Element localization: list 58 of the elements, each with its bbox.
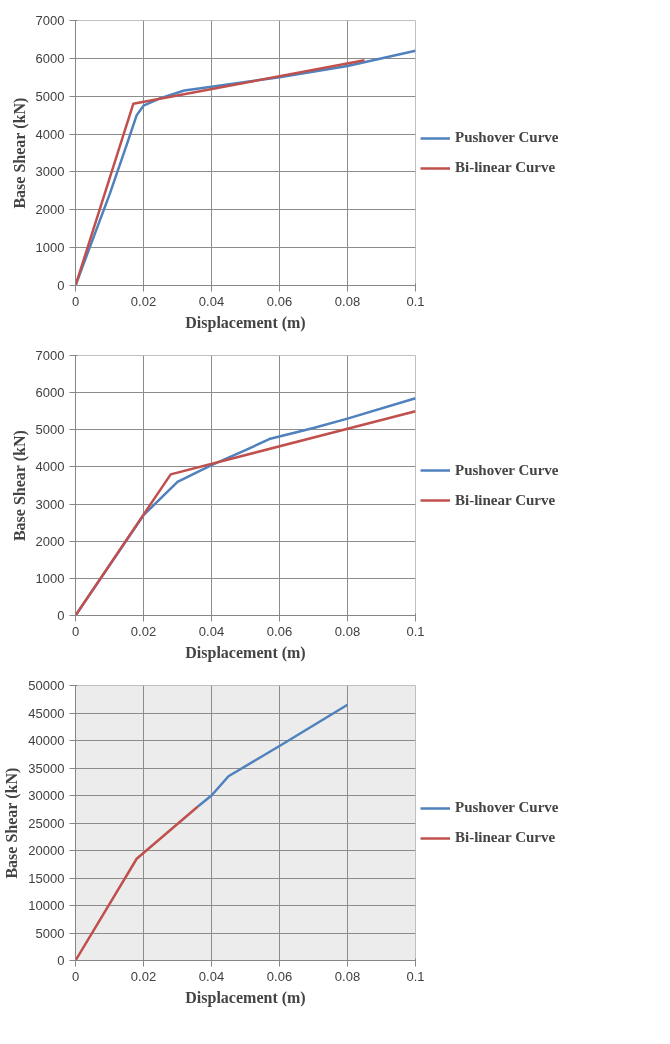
x-tick-label: 0.08 xyxy=(334,623,361,639)
x-tick-label: 0.02 xyxy=(130,623,157,639)
y-tick-label: 3000 xyxy=(35,496,65,512)
y-tick-label: 1000 xyxy=(35,240,65,256)
x-tick-label: 0.06 xyxy=(266,968,293,984)
x-axis-title: Displacement (m) xyxy=(185,313,306,332)
x-tick-label: 0 xyxy=(71,293,80,309)
y-tick-label: 25000 xyxy=(28,815,65,831)
x-tick-label: 0.1 xyxy=(406,968,425,984)
y-tick-label: 35000 xyxy=(28,760,65,776)
y-tick-label: 4000 xyxy=(35,126,65,142)
legend-label: Pushover Curve xyxy=(455,461,560,479)
legend-label: Bi-linear Curve xyxy=(455,491,557,509)
x-tick-label: 0.04 xyxy=(198,623,225,639)
y-tick-label: 7000 xyxy=(35,348,65,363)
y-tick-label: 30000 xyxy=(28,788,65,803)
y-tick-label: 1000 xyxy=(35,570,65,586)
y-tick-label: 5000 xyxy=(35,925,65,941)
y-tick-label: 3000 xyxy=(35,164,65,180)
x-tick-label: 0.04 xyxy=(198,293,225,309)
x-tick-label: 0.06 xyxy=(266,623,293,639)
x-axis-title: Displacement (m) xyxy=(185,643,306,662)
y-tick-label: 4000 xyxy=(35,459,65,475)
x-axis-title: Displacement (m) xyxy=(185,988,306,1007)
y-tick-label: 2000 xyxy=(35,202,65,218)
y-tick-label: 50000 xyxy=(28,678,65,693)
x-tick-label: 0.1 xyxy=(406,293,425,309)
y-tick-label: 6000 xyxy=(35,50,65,66)
y-tick-label: 20000 xyxy=(28,843,65,858)
legend-label: Bi-linear Curve xyxy=(455,159,557,176)
y-tick-label: 45000 xyxy=(28,705,65,721)
x-tick-label: 0 xyxy=(71,968,80,984)
y-tick-label: 6000 xyxy=(35,385,65,401)
x-tick-label: 0.04 xyxy=(198,968,225,984)
y-tick-label: 0 xyxy=(57,608,65,623)
y-tick-label: 15000 xyxy=(28,870,65,886)
y-axis-title: Base Shear (kN) xyxy=(10,430,29,542)
x-tick-label: 0.02 xyxy=(130,293,157,309)
line-series xyxy=(196,703,349,808)
y-tick-label: 10000 xyxy=(28,898,65,913)
x-tick-label: 0.02 xyxy=(130,968,157,984)
x-tick-label: 0.1 xyxy=(406,623,425,639)
x-tick-label: 0 xyxy=(71,623,80,639)
y-tick-label: 5000 xyxy=(35,88,65,104)
x-tick-label: 0.06 xyxy=(266,293,293,309)
y-axis-title: Base Shear (kN) xyxy=(10,97,29,209)
y-tick-label: 0 xyxy=(57,953,65,968)
y-axis-title: Base Shear (kN) xyxy=(3,767,22,879)
x-tick-label: 0.08 xyxy=(334,968,361,984)
legend-label: Pushover Curve xyxy=(455,799,560,816)
legend-label: Bi-linear Curve xyxy=(455,829,557,846)
legend-label: Pushover Curve xyxy=(455,129,560,146)
y-tick-label: 40000 xyxy=(28,733,65,748)
x-tick-label: 0.08 xyxy=(334,293,361,309)
y-tick-label: 7000 xyxy=(35,13,65,28)
y-tick-label: 5000 xyxy=(35,422,65,438)
y-tick-label: 0 xyxy=(57,278,65,293)
y-tick-label: 2000 xyxy=(35,533,65,549)
